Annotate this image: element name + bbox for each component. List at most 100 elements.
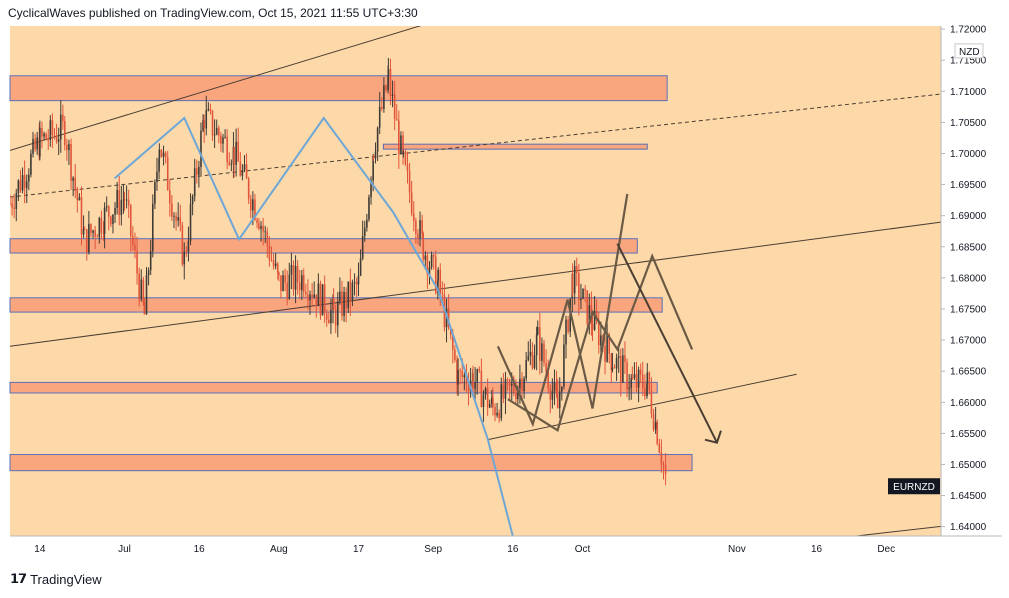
candle-body: [359, 258, 362, 276]
candle-body: [88, 224, 90, 253]
y-tick-label: 1.69000: [950, 211, 987, 222]
candle-body: [370, 180, 372, 198]
candle-body: [496, 412, 498, 416]
candle-body: [422, 233, 425, 260]
candle-body: [395, 118, 398, 121]
candle-body: [515, 392, 517, 400]
candle-body: [527, 355, 530, 360]
candle-body: [555, 382, 558, 395]
candle-body: [549, 388, 552, 400]
candle-body: [398, 120, 400, 154]
candle-body: [272, 260, 275, 267]
y-tick-label: 1.68500: [950, 242, 987, 253]
candle-body: [631, 377, 634, 379]
candle-body: [145, 275, 148, 315]
candle-body: [539, 327, 541, 361]
arrow-line: [616, 243, 718, 444]
candle-body: [220, 135, 222, 144]
x-tick-label: Sep: [424, 544, 442, 555]
candle-body: [412, 213, 415, 221]
candle-body: [127, 199, 130, 206]
candle-body: [11, 203, 13, 208]
candle-body: [292, 265, 295, 290]
candle-body: [233, 146, 235, 165]
x-tick-label: 17: [353, 544, 365, 555]
candle-body: [551, 391, 554, 400]
candle-body: [491, 397, 493, 404]
candle-body: [102, 233, 105, 234]
candle-body: [500, 384, 503, 419]
candle-body: [391, 94, 394, 97]
candle-body: [563, 344, 565, 387]
candle-body: [179, 217, 182, 226]
candle-body: [169, 190, 171, 204]
candle-body: [328, 319, 330, 324]
candle-body: [441, 293, 444, 295]
candle-body: [432, 254, 435, 257]
candle-body: [408, 171, 411, 193]
candle-body: [264, 231, 267, 233]
candle-body: [332, 299, 335, 310]
candle-body: [426, 255, 429, 275]
y-tick-label: 1.69500: [950, 180, 987, 191]
candle-body: [321, 284, 324, 316]
candle-body: [510, 383, 513, 386]
candle-body: [143, 302, 146, 315]
candle-body: [47, 139, 50, 141]
candle-body: [361, 235, 364, 259]
candle-body: [132, 236, 134, 245]
candle-body: [319, 283, 322, 316]
candle-body: [134, 244, 136, 251]
candle-body: [142, 279, 145, 303]
candle-body: [260, 225, 262, 229]
candle-body: [74, 177, 77, 189]
candle-body: [294, 266, 297, 290]
candle-body: [578, 273, 580, 301]
candle-body: [207, 108, 210, 111]
candle-body: [457, 370, 459, 385]
candle-body: [383, 85, 385, 109]
candle-body: [76, 188, 79, 201]
candle-body: [573, 266, 576, 294]
candle-body: [343, 291, 345, 316]
candle-body: [447, 308, 450, 328]
candle-body: [25, 181, 28, 189]
candle-body: [315, 294, 318, 307]
candle-body: [120, 200, 123, 215]
footer-brand[interactable]: TradingView: [30, 571, 102, 587]
y-tick-label: 1.64000: [950, 522, 987, 533]
candle-body: [608, 334, 611, 354]
candle-body: [652, 414, 655, 430]
candle-body: [424, 255, 427, 260]
candle-body: [600, 335, 602, 346]
trend-line: [487, 373, 797, 441]
candle-body: [100, 218, 103, 234]
candle-body: [476, 369, 478, 382]
candle-body: [209, 108, 212, 111]
candle-body: [189, 204, 192, 241]
candle-body: [597, 320, 600, 346]
candle-body: [656, 422, 659, 444]
candle-body: [235, 141, 237, 165]
candle-body: [122, 199, 125, 201]
symbol-badge: [888, 478, 940, 495]
candle-body: [301, 275, 303, 291]
candle-body: [138, 273, 140, 300]
candle-body: [241, 169, 244, 176]
candle-body: [158, 149, 161, 159]
candle-body: [664, 465, 667, 475]
candle-body: [662, 464, 665, 466]
candle-body: [156, 171, 158, 183]
candle-body: [68, 144, 70, 151]
candle-body: [439, 269, 442, 294]
candle-body: [173, 215, 175, 217]
candle-body: [125, 199, 128, 201]
candle-body: [565, 319, 567, 345]
candle-body: [543, 343, 545, 364]
y-tick-label: 1.71000: [950, 87, 987, 98]
candle-body: [274, 263, 277, 267]
candle-body: [334, 309, 337, 326]
candle-body: [183, 251, 186, 265]
candle-body: [406, 164, 409, 172]
